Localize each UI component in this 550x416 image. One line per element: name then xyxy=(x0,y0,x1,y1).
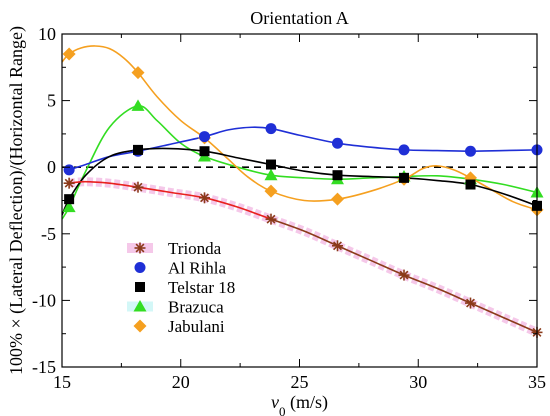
legend-label-telstar-18: Telstar 18 xyxy=(168,278,235,297)
legend-marker-trionda xyxy=(134,242,146,254)
trionda-points xyxy=(63,177,543,338)
telstar-18-point xyxy=(266,159,276,170)
x-tick-label: 25 xyxy=(291,372,309,392)
al-rihla-point xyxy=(63,164,75,176)
trionda-point xyxy=(265,213,277,225)
legend-marker-jabulani xyxy=(133,319,147,333)
jabulani-point xyxy=(131,66,145,80)
chart-title: Orientation A xyxy=(250,8,348,28)
brazuca-line xyxy=(62,105,537,220)
al-rihla-point xyxy=(265,123,277,135)
asterisk-stroke xyxy=(466,298,475,308)
y-tick-label: 10 xyxy=(38,24,56,44)
trionda-point xyxy=(63,177,75,189)
y-tick-label: -10 xyxy=(32,290,56,310)
legend-item-brazuca: Brazuca xyxy=(127,298,224,317)
telstar-18-point xyxy=(465,179,476,190)
y-tick-label: -15 xyxy=(32,357,56,377)
asterisk-stroke xyxy=(200,193,209,203)
telstar-18-point xyxy=(399,172,409,183)
legend-item-al-rihla: Al Rihla xyxy=(134,259,227,278)
y-tick-label: -5 xyxy=(41,224,56,244)
asterisk-stroke xyxy=(399,270,409,280)
x-axis: 15 20 25 30 35 xyxy=(53,34,546,392)
legend-label-brazuca: Brazuca xyxy=(168,298,224,317)
jabulani-point xyxy=(62,47,76,61)
brazuca-point xyxy=(264,168,278,181)
jabulani-point xyxy=(331,192,344,206)
asterisk-stroke xyxy=(64,178,74,188)
x-axis-label: v0 (m/s) xyxy=(271,392,328,416)
asterisk-stroke xyxy=(333,241,342,251)
y-axis-label: 100% × (Lateral Deflection)/(Horizontal … xyxy=(6,26,27,375)
legend-item-trionda: Trionda xyxy=(127,239,222,258)
x-tick-label: 20 xyxy=(172,372,190,392)
asterisk-stroke xyxy=(133,182,143,192)
trionda-point xyxy=(398,269,410,281)
x-tick-label: 30 xyxy=(409,372,427,392)
y-tick-label: 5 xyxy=(47,91,56,111)
x-tick-label: 35 xyxy=(528,372,546,392)
al-rihla-point xyxy=(465,145,476,157)
trionda-point xyxy=(199,192,210,204)
telstar-18-point xyxy=(64,194,75,205)
trionda-point xyxy=(465,297,476,309)
x-axis-label-sub: 0 xyxy=(279,404,286,416)
legend-label-trionda: Trionda xyxy=(168,239,222,258)
y-tick-label: 0 xyxy=(47,157,56,177)
x-axis-label-unit: (m/s) xyxy=(286,392,329,413)
y-axis: -15 -10 -5 0 5 10 xyxy=(32,24,537,377)
legend-item-jabulani: Jabulani xyxy=(133,317,225,336)
legend-item-telstar-18: Telstar 18 xyxy=(135,278,235,297)
trionda-point xyxy=(332,240,343,252)
legend-marker-brazuca xyxy=(133,300,147,312)
jabulani-point xyxy=(264,184,278,198)
al-rihla-point xyxy=(199,131,210,143)
legend-marker-telstar-18 xyxy=(135,282,145,292)
brazuca-point xyxy=(62,200,76,213)
telstar-18-point xyxy=(133,144,143,155)
plot-clip-group xyxy=(62,45,537,337)
plot-area xyxy=(62,45,544,338)
legend-label-jabulani: Jabulani xyxy=(168,317,225,336)
trionda-point xyxy=(132,181,144,193)
telstar-18-point xyxy=(199,146,210,157)
legend-marker-al-rihla xyxy=(134,262,146,273)
trionda-line-red xyxy=(69,180,272,220)
asterisk-stroke xyxy=(135,243,145,253)
x-axis-label-var: v xyxy=(271,392,279,412)
x-tick-label: 15 xyxy=(53,372,71,392)
legend-label-al-rihla: Al Rihla xyxy=(168,259,227,278)
al-rihla-point xyxy=(332,137,343,149)
jabulani-line xyxy=(62,45,537,211)
telstar-18-point xyxy=(332,170,343,181)
asterisk-stroke xyxy=(266,214,276,224)
al-rihla-point xyxy=(398,144,410,156)
brazuca-point xyxy=(131,99,145,111)
